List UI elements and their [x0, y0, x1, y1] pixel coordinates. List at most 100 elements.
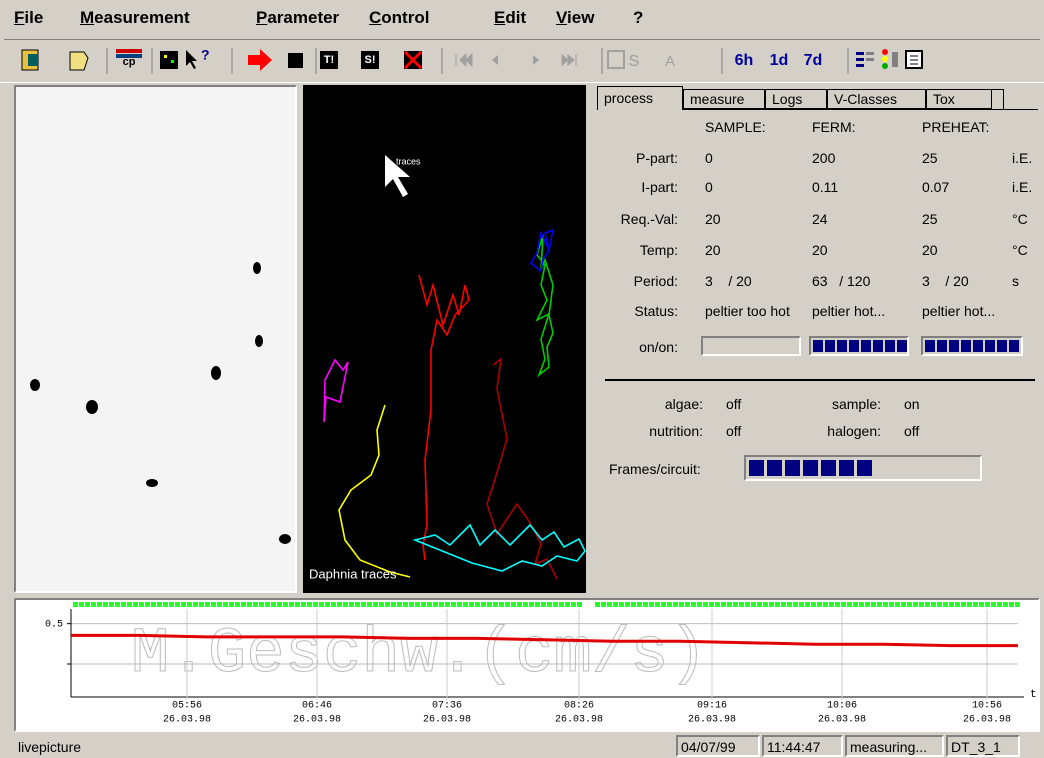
switch-label: nutrition: [595, 423, 703, 439]
x-tick-time: 09:16 [697, 701, 727, 712]
progress-block [785, 460, 800, 476]
status-marker [457, 602, 462, 607]
status-marker [1003, 602, 1008, 607]
trace-view: tracesDaphnia traces [303, 85, 586, 593]
status-marker [187, 602, 192, 607]
menu-item[interactable]: Control [369, 10, 429, 26]
switch-value: on [904, 396, 920, 412]
tab[interactable]: process [597, 86, 683, 110]
progress-block [997, 340, 1007, 352]
status-marker [511, 602, 516, 607]
status-marker [541, 602, 546, 607]
status-marker [223, 602, 228, 607]
menu-item[interactable]: Measurement [80, 10, 190, 26]
x-tick-time: 06:46 [302, 701, 332, 712]
status-field: measuring... [845, 735, 944, 757]
toolbar-button[interactable]: 6h [735, 52, 754, 69]
status-marker [529, 602, 534, 607]
status-marker [523, 602, 528, 607]
progress-bar [701, 336, 801, 356]
progress-block [813, 340, 823, 352]
status-marker [991, 602, 996, 607]
status-marker [445, 602, 450, 607]
tab-label: measure [690, 91, 744, 107]
status-marker [343, 602, 348, 607]
status-marker [907, 602, 912, 607]
x-tick-time: 10:06 [827, 701, 857, 712]
menu-item[interactable]: View [556, 10, 594, 26]
x-tick-date: 26.03.98 [293, 715, 341, 726]
status-marker [115, 602, 120, 607]
status-marker [709, 602, 714, 607]
progress-block [873, 340, 883, 352]
status-marker [205, 602, 210, 607]
cell: 3 / 20 [705, 273, 752, 289]
tab[interactable]: measure [683, 89, 765, 109]
toolbar-button[interactable]: 7d [804, 52, 823, 69]
toolbar-button[interactable]: 1d [770, 52, 789, 69]
cell: 0 [705, 179, 713, 195]
tab[interactable]: V-Classes [827, 89, 926, 109]
cell: peltier too hot [705, 303, 790, 319]
status-marker [139, 602, 144, 607]
status-marker [421, 602, 426, 607]
separator [0, 82, 1044, 83]
status-marker [763, 602, 768, 607]
status-marker [667, 602, 672, 607]
status-marker [823, 602, 828, 607]
progress-block [961, 340, 971, 352]
toolbar-button[interactable]: S [629, 53, 640, 70]
tab[interactable]: Logs [765, 89, 827, 109]
tab-label: process [604, 90, 653, 106]
status-marker [289, 602, 294, 607]
x-tick-date: 26.03.98 [163, 715, 211, 726]
menu-item[interactable]: Parameter [256, 10, 339, 26]
status-marker [775, 602, 780, 607]
status-marker [847, 602, 852, 607]
status-marker [883, 602, 888, 607]
status-marker [913, 602, 918, 607]
status-marker [697, 602, 702, 607]
status-marker [283, 602, 288, 607]
status-marker [973, 602, 978, 607]
status-marker [331, 602, 336, 607]
progress-block [925, 340, 935, 352]
status-marker [721, 602, 726, 607]
menu-item[interactable]: File [14, 10, 43, 26]
cell: 20 [705, 211, 721, 227]
status-marker [889, 602, 894, 607]
menu-item[interactable]: Edit [494, 10, 526, 26]
status-marker [145, 602, 150, 607]
tab[interactable]: Tox [926, 89, 992, 109]
status-marker [745, 602, 750, 607]
toolbar-button[interactable]: T! [324, 54, 334, 66]
progress-block [897, 340, 907, 352]
status-marker [955, 602, 960, 607]
status-marker [919, 602, 924, 607]
status-marker [199, 602, 204, 607]
progress-bar [809, 336, 909, 356]
column-header: PREHEAT: [922, 119, 989, 135]
menu-item[interactable]: ? [633, 10, 643, 26]
status-marker [475, 602, 480, 607]
status-marker [97, 602, 102, 607]
status-marker [391, 602, 396, 607]
status-marker [415, 602, 420, 607]
status-marker [379, 602, 384, 607]
cell: 0.07 [922, 179, 949, 195]
toolbar-button[interactable]: S! [365, 54, 376, 66]
status-marker [319, 602, 324, 607]
status-marker [247, 602, 252, 607]
x-tick-time: 10:56 [972, 701, 1002, 712]
toolbar-button[interactable]: A [665, 53, 675, 70]
status-marker [313, 602, 318, 607]
tab-strip-end [992, 89, 1004, 109]
toolbar-button[interactable]: cp [123, 56, 136, 68]
cell: 3 / 20 [922, 273, 969, 289]
row-label: Period: [595, 273, 678, 289]
cursor-label: traces [396, 156, 421, 166]
column-header: SAMPLE: [705, 119, 766, 135]
status-marker [949, 602, 954, 607]
